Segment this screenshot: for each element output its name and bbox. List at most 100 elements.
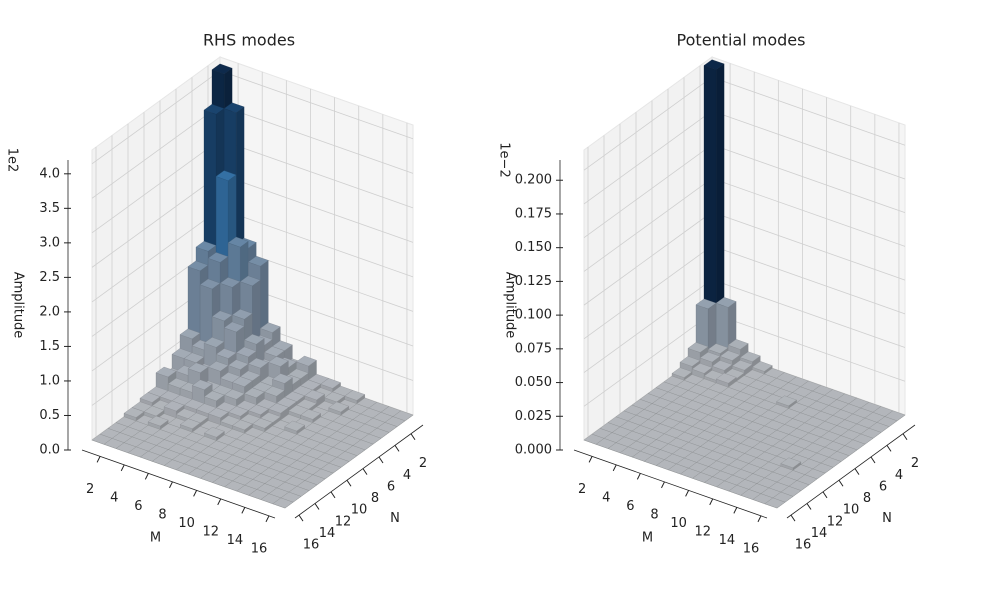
grid-line <box>219 104 414 174</box>
grid-line <box>711 279 906 348</box>
bar-top <box>268 356 289 367</box>
bar-top <box>727 339 749 350</box>
tick-mark <box>394 445 400 452</box>
z-tick-label: 3.5 <box>39 201 60 216</box>
grid-line <box>219 208 414 278</box>
tick-mark <box>96 456 101 463</box>
z-axis-label: Amplitude <box>11 272 26 339</box>
tick-mark <box>757 515 762 523</box>
bar <box>671 367 693 381</box>
bar-top <box>147 415 169 427</box>
y-tick-label: 2 <box>911 456 919 471</box>
tick-mark <box>120 464 125 472</box>
x-tick-label: 14 <box>227 533 244 548</box>
bar-top <box>203 337 225 348</box>
bar-top <box>215 170 237 181</box>
tick-mark <box>822 491 828 499</box>
z-tick-label: 2.0 <box>39 304 60 319</box>
bar <box>147 415 169 430</box>
bar-top <box>739 351 761 362</box>
bar-top <box>244 387 265 398</box>
bar-top <box>163 400 185 412</box>
tick-mark <box>886 445 892 452</box>
grid-line <box>583 144 713 238</box>
bar <box>715 372 737 388</box>
z-tick-label: 0.5 <box>39 408 60 423</box>
bar-top <box>227 359 249 370</box>
bar-top <box>187 362 209 373</box>
bar-top <box>272 497 294 509</box>
z-tick-label: 0.075 <box>515 341 552 356</box>
z-tick-label: 4.0 <box>39 166 60 181</box>
bar-top <box>243 334 265 345</box>
tick-mark <box>241 507 246 514</box>
bar-top <box>671 367 693 378</box>
z-tick-label: 0.100 <box>515 308 552 323</box>
bar-top <box>268 403 289 414</box>
tick-mark <box>709 498 714 506</box>
y-tick-label: 6 <box>387 479 395 494</box>
x-tick-label: 6 <box>626 499 634 514</box>
offset-text: 1e−2 <box>497 142 512 177</box>
tick-mark <box>790 514 796 522</box>
grid-line <box>711 245 906 315</box>
bar-top <box>211 310 233 322</box>
x-tick-label: 16 <box>743 541 760 556</box>
x-tick-label: 2 <box>86 482 94 497</box>
tick-mark <box>193 490 198 497</box>
y-tick-label: 10 <box>843 503 860 518</box>
y-tick-label: 4 <box>403 468 411 483</box>
bar-top <box>691 363 713 374</box>
z-tick-label: 0.175 <box>515 206 552 221</box>
bar-top <box>227 236 249 248</box>
bar-top <box>328 401 350 413</box>
bar-top <box>695 298 717 310</box>
y-tick-label: 16 <box>795 538 812 553</box>
z-tick-label: 0.150 <box>515 240 552 255</box>
tick-mark <box>298 514 304 522</box>
y-tick-label: 14 <box>319 526 336 541</box>
bar <box>232 419 253 434</box>
y-axis-label: N <box>882 511 892 526</box>
bar-top <box>215 348 237 359</box>
bar-top <box>711 360 733 371</box>
bar-top <box>248 404 269 415</box>
bar-top <box>179 418 201 429</box>
grid-line <box>583 245 713 340</box>
tick-mark <box>588 456 593 463</box>
x-axis <box>81 449 276 519</box>
bar <box>204 427 225 441</box>
tick-mark <box>661 481 665 489</box>
bar-top <box>204 427 225 438</box>
tick-mark <box>314 503 320 510</box>
bar <box>751 361 773 375</box>
z-tick-label: 0.025 <box>515 409 552 424</box>
y-tick-label: 8 <box>863 491 871 506</box>
bar-top <box>123 407 145 418</box>
subplot-title: Potential modes <box>677 31 806 50</box>
z-tick-label: 3.0 <box>39 235 60 250</box>
bar-top <box>231 309 253 320</box>
bar-top <box>228 406 249 417</box>
grid-line <box>219 70 414 140</box>
grid-line <box>711 110 906 180</box>
grid-line <box>583 178 713 272</box>
x-tick-label: 14 <box>719 533 736 548</box>
grid-line <box>91 139 221 234</box>
bar <box>764 497 786 509</box>
x-tick-label: 10 <box>670 516 687 531</box>
tick-mark <box>346 479 352 487</box>
grid-line <box>583 211 713 306</box>
bar-top <box>187 260 209 272</box>
bar-top <box>284 420 306 432</box>
bar-top <box>264 386 285 397</box>
bar-top <box>764 497 786 509</box>
bar-top <box>155 366 177 378</box>
z-tick-label: 0.0 <box>39 443 60 458</box>
y-tick-label: 2 <box>419 456 427 471</box>
x-tick-label: 12 <box>694 524 711 539</box>
bar-top <box>219 277 241 288</box>
bar-top <box>223 102 245 113</box>
tick-mark <box>636 473 641 480</box>
